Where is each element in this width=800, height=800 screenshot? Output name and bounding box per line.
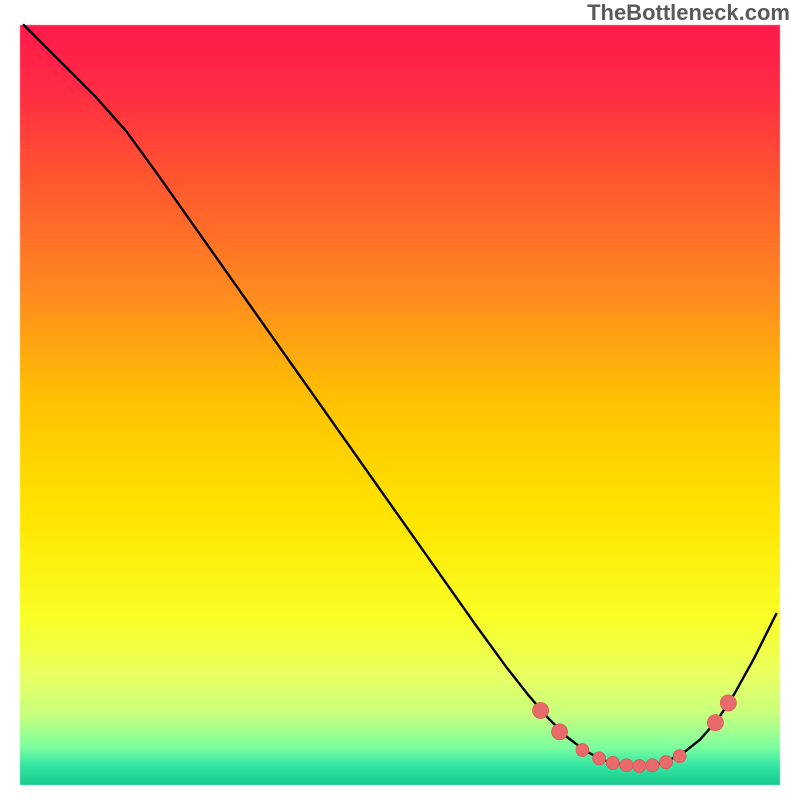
curve-marker — [660, 756, 673, 769]
curve-marker — [533, 703, 549, 719]
curve-marker — [673, 750, 686, 763]
curve-marker — [633, 760, 646, 773]
curve-marker — [620, 759, 633, 772]
curve-marker — [593, 752, 606, 765]
curve-marker — [646, 759, 659, 772]
curve-marker — [576, 744, 589, 757]
curve-marker — [606, 756, 619, 769]
watermark-text: TheBottleneck.com — [587, 0, 790, 26]
curve-marker — [720, 695, 736, 711]
bottleneck-curve — [24, 25, 776, 766]
chart-container: TheBottleneck.com — [0, 0, 800, 800]
curve-marker — [707, 715, 723, 731]
plot-overlay — [0, 0, 800, 800]
curve-marker — [552, 724, 568, 740]
